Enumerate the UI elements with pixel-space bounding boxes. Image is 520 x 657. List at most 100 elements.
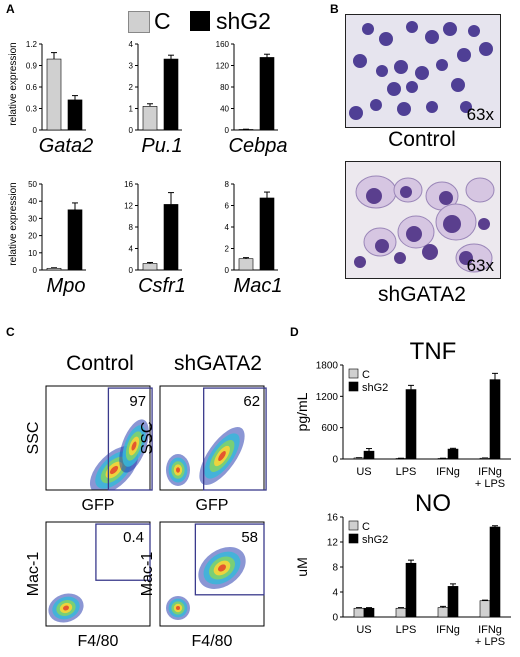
bar-shg2: [163, 58, 179, 131]
plot-density: [48, 593, 84, 623]
y-tick-label: 0: [225, 266, 230, 275]
bar-shg2: [447, 586, 459, 618]
y-tick-label: 3: [129, 62, 134, 71]
chart-gata2: 0 0.3 0.6 0.9 1.2 Gata2: [26, 40, 93, 157]
x-tick-label: US: [356, 624, 371, 636]
y-tick-label: 0: [332, 613, 338, 624]
y-tick-label: 80: [220, 83, 229, 92]
bar-control: [238, 258, 254, 271]
gate-percent: 58: [241, 529, 258, 546]
y-tick-label: 6: [225, 202, 230, 211]
density-layer: [63, 605, 69, 611]
chart-csfr1: 0 4 8 12 16 Csfr1: [124, 180, 186, 297]
bar-shg2: [259, 57, 275, 131]
panel-label-b: B: [330, 2, 339, 16]
flow-col-control: Control: [66, 352, 134, 375]
x-tick-label: LPS: [396, 466, 417, 478]
x-tick-label: IFNg: [478, 466, 502, 478]
legend-label-control: C: [362, 369, 370, 381]
y-tick-label: 4: [129, 245, 134, 254]
plot-density: [89, 419, 149, 490]
x-tick-label: + LPS: [475, 478, 505, 490]
bar-shg2: [67, 99, 83, 131]
bar-control: [437, 607, 449, 618]
y-tick-label: 16: [327, 513, 339, 524]
y-tick-label: 8: [332, 563, 338, 574]
y-tick-label: 0.9: [26, 62, 38, 71]
y-tick-label: 1: [129, 105, 134, 114]
x-tick-label: US: [356, 466, 371, 478]
y-tick-label: 4: [332, 588, 338, 599]
legend-swatch-control: [348, 520, 359, 531]
legend-label-shg2: shG2: [362, 534, 388, 546]
gate-percent: 62: [243, 393, 260, 410]
y-tick-label: 8: [129, 223, 134, 232]
y-tick-label: 0: [225, 126, 230, 135]
y-tick-label: 30: [28, 214, 37, 223]
bar-shg2: [489, 526, 501, 618]
bar-control: [479, 600, 491, 618]
flow-y-label: SSC: [139, 422, 156, 455]
caption-shgata2: shGATA2: [378, 283, 466, 306]
legend-label-control: C: [362, 521, 370, 533]
gene-label: Pu.1: [141, 135, 182, 157]
density-layer: [217, 564, 227, 572]
y-axis-label: pg/mL: [294, 392, 310, 431]
y-tick-label: 50: [28, 180, 37, 189]
bar-shg2: [363, 450, 375, 460]
gene-label: Cebpa: [229, 135, 288, 157]
bar-shg2: [405, 562, 417, 618]
chart-title: NO: [415, 490, 451, 517]
y-tick-label: 8: [225, 180, 230, 189]
plot-frame: [45, 385, 151, 491]
chart-mac1: 0 2 4 6 8 Mac1: [225, 180, 283, 297]
bar-shg2: [363, 607, 375, 618]
bar-shg2: [163, 204, 179, 271]
bar-control: [353, 607, 365, 618]
panel-a-charts: 00.30.60.91.2Gata201234Pu.104080120160Ce…: [8, 40, 288, 297]
bar-shg2: [67, 209, 83, 271]
y-tick-label: 2: [129, 83, 134, 92]
bar-shg2: [489, 379, 501, 460]
gene-label: Gata2: [39, 135, 93, 157]
micrograph-control: 63x: [345, 14, 501, 128]
chart-mpo: 0 10 20 30 40 50 Mpo: [28, 180, 86, 297]
y-tick-label: 10: [28, 249, 37, 258]
density-layer: [175, 467, 181, 473]
flow-y-label: Mac-1: [25, 552, 42, 597]
flow-x-label: F4/80: [192, 633, 233, 650]
flow-plot-2: 62 GFP SSC: [139, 385, 267, 514]
legend-label-shg2: shG2: [362, 382, 388, 394]
y-tick-label: 160: [216, 40, 230, 49]
y-tick-label: 120: [216, 62, 230, 71]
flow-y-label: Mac-1: [139, 552, 156, 597]
y-tick-label: 20: [28, 232, 37, 241]
plot-density: [166, 427, 245, 486]
bar-control: [46, 267, 62, 271]
flow-plot-1: 97 GFP SSC: [25, 385, 153, 514]
x-tick-label: IFNg: [478, 624, 502, 636]
gate: [194, 523, 265, 596]
gate: [203, 387, 267, 491]
gate: [107, 387, 153, 491]
flow-plot-3: 0.4 F4/80 Mac-1: [25, 521, 151, 650]
density-layer: [131, 441, 137, 451]
y-tick-label: 1.2: [26, 40, 38, 49]
y-tick-label: 1200: [316, 392, 339, 403]
panel-label-c: C: [6, 325, 15, 339]
flow-y-label: SSC: [25, 422, 42, 455]
flow-plot-4: 58 F4/80 Mac-1: [139, 521, 265, 650]
y-tick-label: 4: [225, 223, 230, 232]
y-tick-label: 4: [129, 40, 134, 49]
panel-label-a: A: [6, 2, 15, 16]
bar-control: [142, 263, 158, 271]
chart-pu1: 0 1 2 3 4 Pu.1: [129, 40, 183, 157]
legend-label-control: C: [154, 8, 171, 34]
y-tick-label: 600: [321, 423, 338, 434]
flow-x-label: GFP: [82, 497, 115, 514]
gene-label: Mpo: [47, 275, 86, 297]
y-tick-label: 0: [33, 266, 38, 275]
